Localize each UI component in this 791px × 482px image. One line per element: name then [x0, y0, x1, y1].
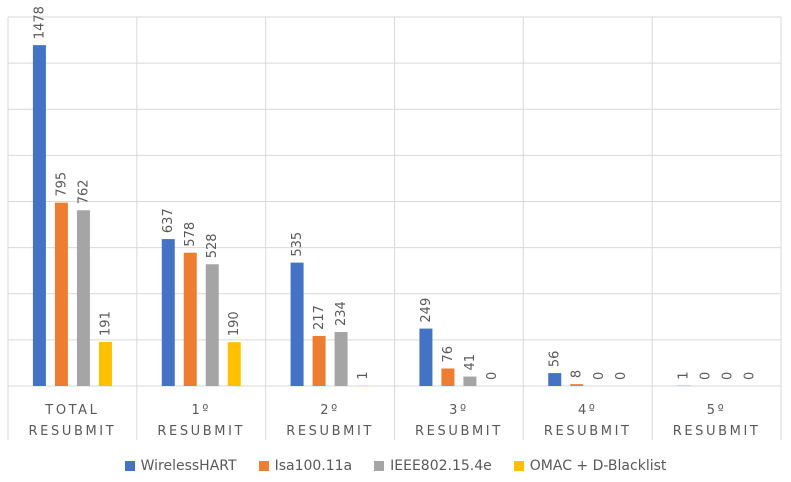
bar [570, 384, 584, 386]
data-label: 56 [548, 351, 563, 368]
bar [183, 252, 197, 386]
legend-item: Isa100.11a [258, 458, 353, 474]
bar [463, 376, 477, 386]
legend-swatch [258, 461, 269, 471]
data-label: 234 [334, 301, 349, 326]
legend-label: WirelessHART [140, 458, 237, 474]
data-label: 8 [570, 370, 585, 378]
bar [98, 341, 112, 386]
bar [205, 264, 219, 386]
legend-item: OMAC + D-Blacklist [513, 458, 667, 474]
bar [54, 202, 68, 386]
category-label: 3º [449, 403, 469, 418]
data-label: 249 [419, 298, 434, 323]
bar [419, 328, 433, 386]
data-label: 0 [592, 372, 607, 380]
bar [290, 262, 304, 386]
legend-label: Isa100.11a [274, 458, 353, 474]
data-label: 190 [227, 311, 242, 336]
legend-swatch [513, 461, 524, 471]
category-label: 4º [578, 403, 598, 418]
category-label: RESUBMIT [673, 424, 761, 439]
category-label: RESUBMIT [544, 424, 632, 439]
bar [441, 368, 455, 386]
data-label: 41 [463, 354, 478, 371]
bar [312, 335, 326, 386]
data-label: 762 [76, 179, 91, 204]
category-labels: TOTAL RESUBMIT 1º RESUBMIT 2º RESUBMIT 3º RESUB… [29, 403, 761, 439]
legend-swatch [374, 461, 385, 471]
legend-item: IEEE802.15.4e [374, 458, 492, 474]
category-label: TOTAL [44, 403, 99, 418]
category-label: RESUBMIT [286, 424, 374, 439]
data-label: 637 [161, 208, 176, 233]
data-label: 535 [290, 232, 305, 257]
bar [227, 342, 241, 386]
legend-label: OMAC + D-Blacklist [529, 458, 667, 474]
data-label: 0 [743, 372, 758, 380]
category-label: RESUBMIT [157, 424, 245, 439]
data-label: 0 [485, 372, 500, 380]
data-label: 1478 [32, 6, 47, 39]
bar [76, 210, 90, 386]
category-label: 2º [320, 403, 340, 418]
data-label: 217 [312, 305, 327, 330]
legend-item: WirelessHART [124, 458, 237, 474]
bar [32, 45, 46, 386]
bar [334, 332, 348, 386]
category-label: 1º [191, 403, 211, 418]
data-label: 795 [54, 172, 69, 197]
legend: WirelessHART Isa100.11a IEEE802.15.4e OMAC … [0, 458, 791, 474]
data-label: 528 [205, 233, 220, 258]
data-label: 0 [614, 372, 629, 380]
category-label: RESUBMIT [415, 424, 503, 439]
category-label: 5º [707, 403, 727, 418]
legend-swatch [124, 461, 135, 471]
data-label: 578 [183, 222, 198, 247]
legend-label: IEEE802.15.4e [390, 458, 492, 474]
data-label: 0 [699, 372, 714, 380]
bars [32, 45, 691, 386]
data-label: 1 [677, 371, 692, 379]
gridlines [7, 16, 782, 440]
data-label: 191 [98, 311, 113, 336]
data-label: 76 [441, 346, 456, 363]
category-label: RESUBMIT [29, 424, 117, 439]
data-label: 1 [356, 371, 371, 379]
bar [548, 373, 562, 386]
data-label: 0 [721, 372, 736, 380]
bar [161, 239, 175, 386]
